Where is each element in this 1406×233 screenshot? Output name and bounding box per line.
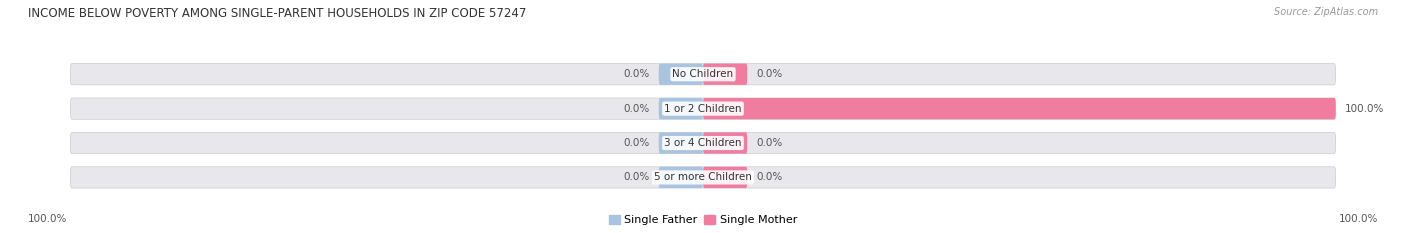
Legend: Single Father, Single Mother: Single Father, Single Mother bbox=[609, 215, 797, 225]
Text: 100.0%: 100.0% bbox=[1339, 214, 1378, 224]
FancyBboxPatch shape bbox=[703, 132, 748, 154]
FancyBboxPatch shape bbox=[703, 167, 748, 188]
FancyBboxPatch shape bbox=[658, 167, 703, 188]
Text: 0.0%: 0.0% bbox=[623, 138, 650, 148]
FancyBboxPatch shape bbox=[70, 64, 1336, 85]
Text: 0.0%: 0.0% bbox=[756, 172, 783, 182]
Text: 0.0%: 0.0% bbox=[756, 138, 783, 148]
Text: 0.0%: 0.0% bbox=[756, 69, 783, 79]
Text: Source: ZipAtlas.com: Source: ZipAtlas.com bbox=[1274, 7, 1378, 17]
FancyBboxPatch shape bbox=[658, 98, 703, 119]
Text: No Children: No Children bbox=[672, 69, 734, 79]
Text: 100.0%: 100.0% bbox=[28, 214, 67, 224]
Text: 5 or more Children: 5 or more Children bbox=[654, 172, 752, 182]
Text: 100.0%: 100.0% bbox=[1346, 104, 1385, 114]
FancyBboxPatch shape bbox=[703, 98, 1336, 119]
Text: INCOME BELOW POVERTY AMONG SINGLE-PARENT HOUSEHOLDS IN ZIP CODE 57247: INCOME BELOW POVERTY AMONG SINGLE-PARENT… bbox=[28, 7, 526, 20]
FancyBboxPatch shape bbox=[658, 132, 703, 154]
FancyBboxPatch shape bbox=[70, 98, 1336, 119]
FancyBboxPatch shape bbox=[703, 64, 748, 85]
Text: 3 or 4 Children: 3 or 4 Children bbox=[664, 138, 742, 148]
Text: 0.0%: 0.0% bbox=[623, 172, 650, 182]
Text: 0.0%: 0.0% bbox=[623, 69, 650, 79]
Text: 1 or 2 Children: 1 or 2 Children bbox=[664, 104, 742, 114]
Text: 0.0%: 0.0% bbox=[623, 104, 650, 114]
FancyBboxPatch shape bbox=[70, 167, 1336, 188]
FancyBboxPatch shape bbox=[658, 64, 703, 85]
FancyBboxPatch shape bbox=[70, 132, 1336, 154]
